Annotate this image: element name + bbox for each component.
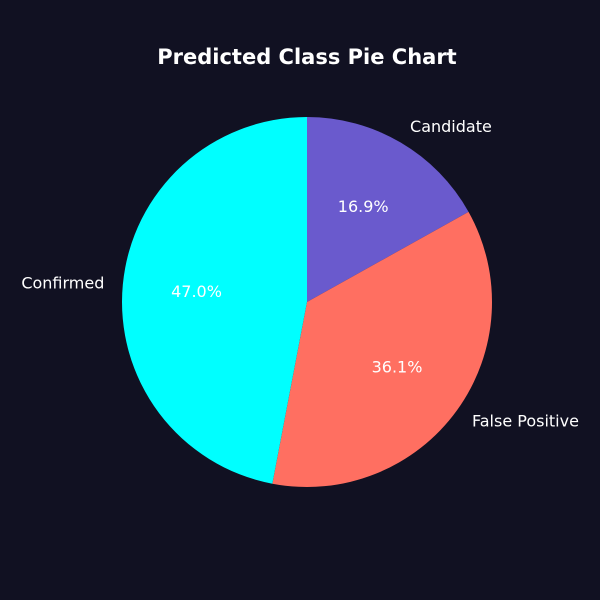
pie-slice-false-positive — [272, 211, 492, 488]
pie-category-label-candidate: Candidate — [410, 117, 492, 136]
pie-slice-candidate — [307, 117, 469, 302]
pie-slices — [121, 117, 492, 488]
pie-pct-label-confirmed: 47.0% — [171, 282, 222, 301]
pie-pct-label-candidate: 16.9% — [338, 197, 389, 216]
chart-title: Predicted Class Pie Chart — [157, 45, 456, 69]
pie-labels: 16.9% Candidate 36.1% False Positive 47.0% Co… — [21, 117, 579, 431]
pie-pct-label-false-positive: 36.1% — [372, 357, 423, 376]
pie-slice-confirmed — [121, 117, 308, 484]
pie-category-label-false-positive: False Positive — [472, 412, 579, 431]
pie-category-label-confirmed: Confirmed — [21, 273, 104, 292]
